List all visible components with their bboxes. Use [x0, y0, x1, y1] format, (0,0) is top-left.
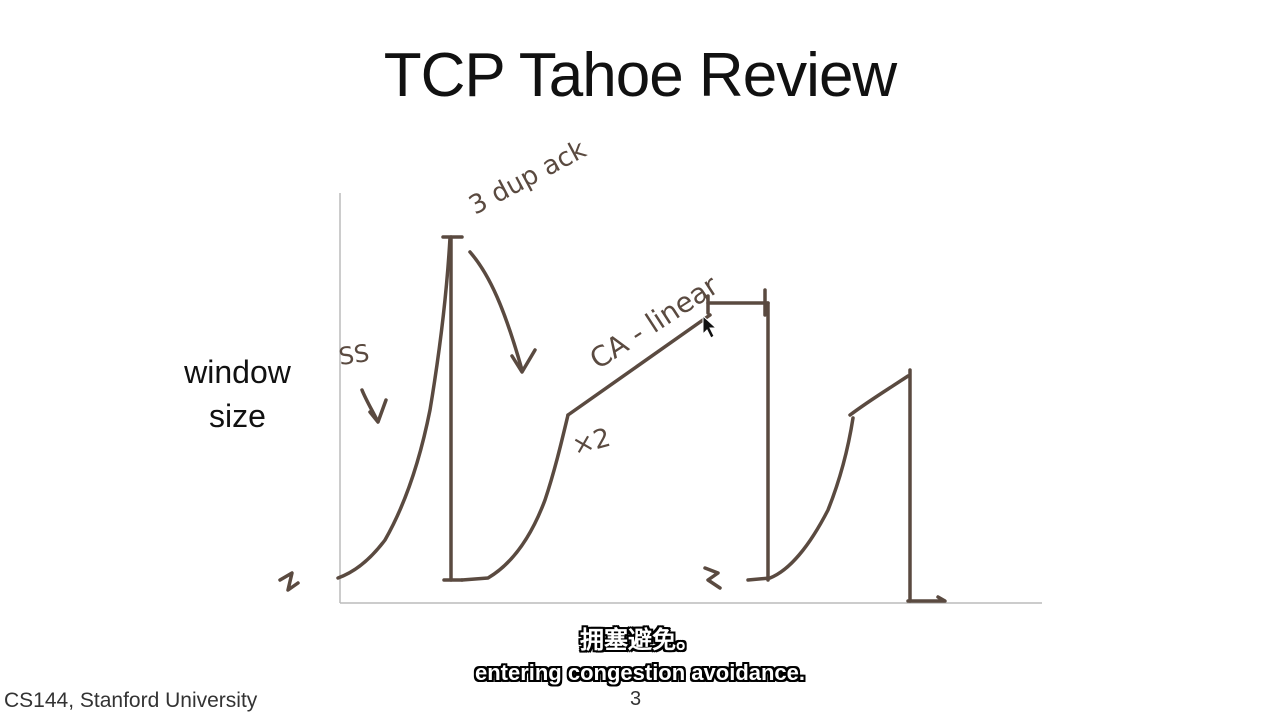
page-number: 3 [630, 688, 642, 710]
ca-line-2 [848, 374, 910, 417]
arrow-ss-head [368, 398, 388, 424]
congestion-avoidance-line [566, 313, 712, 417]
end-stroke [906, 595, 947, 603]
scribble-base-left [278, 571, 300, 592]
slide-title: TCP Tahoe Review [383, 41, 897, 110]
arrow-3dup-shaft [468, 250, 524, 372]
annotation-ss: SS [337, 339, 371, 371]
subtitle-english: entering congestion avoidance. [474, 660, 806, 685]
subtitle-chinese: 拥塞避免。 [580, 627, 700, 654]
y-axis-label-window: window [184, 354, 291, 390]
y-axis-label-size: size [209, 398, 266, 434]
arrow-3dup-head [510, 348, 537, 374]
mouse-cursor-icon [702, 314, 718, 339]
footer-course: CS144, Stanford University [4, 689, 258, 712]
slow-start-curve-2 [460, 413, 570, 582]
annotation-3-dup-acks: 3 dup ack [464, 135, 591, 222]
slow-start-curve-1 [336, 236, 452, 580]
annotation-times-two: ×2 [569, 423, 614, 462]
scribble-base-mid [703, 566, 722, 590]
slow-start-curve-3 [746, 416, 855, 582]
